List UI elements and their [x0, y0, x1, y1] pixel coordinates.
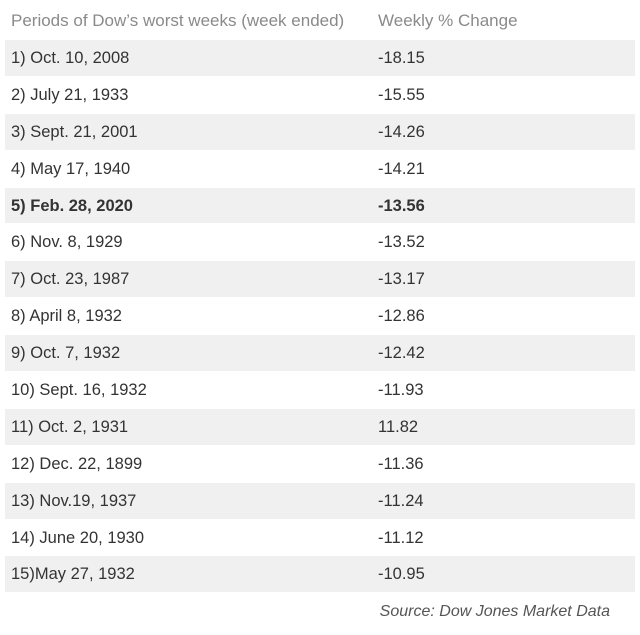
table-row: 4) May 17, 1940 -14.21	[5, 150, 635, 188]
table-row: 8) April 8, 1932 -12.86	[5, 298, 635, 336]
table-row: 15)May 27, 1932 -10.95	[5, 556, 635, 594]
header-period: Periods of Dow’s worst weeks (week ended…	[11, 11, 345, 30]
weekly-change-cell: -13.52	[378, 233, 425, 252]
period-cell: 11) Oct. 2, 1931	[11, 417, 129, 436]
weekly-change-cell: 11.82	[378, 417, 419, 436]
weekly-change-cell: -14.26	[378, 122, 425, 141]
weekly-change-cell: -14.21	[378, 159, 425, 178]
period-cell: 14) June 20, 1930	[11, 528, 145, 547]
source-note: Source: Dow Jones Market Data	[379, 603, 610, 620]
weekly-change-cell: -18.15	[378, 49, 425, 67]
period-cell: 9) Oct. 7, 1932	[11, 344, 121, 363]
period-cell: 7) Oct. 23, 1987	[11, 270, 130, 289]
weekly-change-cell: -15.55	[378, 85, 425, 104]
period-cell: 6) Nov. 8, 1929	[11, 233, 123, 252]
table-row: 7) Oct. 23, 1987 -13.17	[5, 261, 635, 299]
table-row: 10) Sept. 16, 1932 -11.93	[5, 372, 635, 409]
table-row: 14) June 20, 1930 -11.12	[5, 519, 635, 557]
table-row: 5) Feb. 28, 2020 -13.56	[5, 187, 635, 225]
weekly-change-cell: -11.12	[378, 528, 424, 547]
period-cell: 5) Feb. 28, 2020	[11, 196, 133, 215]
period-cell: 3) Sept. 21, 2001	[11, 122, 138, 141]
weekly-change-cell: -12.42	[378, 344, 425, 363]
table-row: 1) Oct. 10, 2008 -18.15	[5, 40, 635, 77]
period-cell: 8) April 8, 1932	[11, 307, 122, 326]
period-cell: 10) Sept. 16, 1932	[11, 381, 147, 400]
weekly-change-cell: -10.95	[378, 565, 425, 584]
weekly-change-cell: -11.24	[378, 491, 424, 510]
table-row: 9) Oct. 7, 1932 -12.42	[5, 335, 635, 373]
table-row: 12) Dec. 22, 1899 -11.36	[5, 445, 635, 483]
weekly-change-cell: -13.56	[378, 196, 425, 215]
table-body: 1) Oct. 10, 2008 -18.15 2) July 21, 1933 -1…	[5, 40, 635, 594]
period-cell: 13) Nov.19, 1937	[11, 491, 137, 510]
period-cell: 12) Dec. 22, 1899	[11, 454, 143, 473]
weekly-change-cell: -11.93	[378, 381, 424, 400]
period-cell: 15)May 27, 1932	[11, 565, 135, 584]
table-row: 3) Sept. 21, 2001 -14.26	[5, 113, 635, 151]
period-cell: 1) Oct. 10, 2008	[11, 49, 130, 67]
period-cell: 4) May 17, 1940	[11, 159, 131, 178]
table-row: 6) Nov. 8, 1929 -13.52	[5, 224, 635, 262]
table-header: Periods of Dow’s worst weeks (week ended…	[0, 0, 640, 40]
weekly-change-cell: -11.36	[378, 454, 424, 473]
header-weekly-change: Weekly % Change	[378, 11, 518, 30]
weekly-change-cell: -13.17	[378, 270, 425, 289]
table-row: 2) July 21, 1933 -15.55	[5, 76, 635, 114]
table-row: 11) Oct. 2, 1931 11.82	[5, 408, 635, 446]
weekly-change-cell: -12.86	[378, 307, 425, 326]
table-row: 13) Nov.19, 1937 -11.24	[5, 482, 635, 520]
period-cell: 2) July 21, 1933	[11, 85, 129, 104]
